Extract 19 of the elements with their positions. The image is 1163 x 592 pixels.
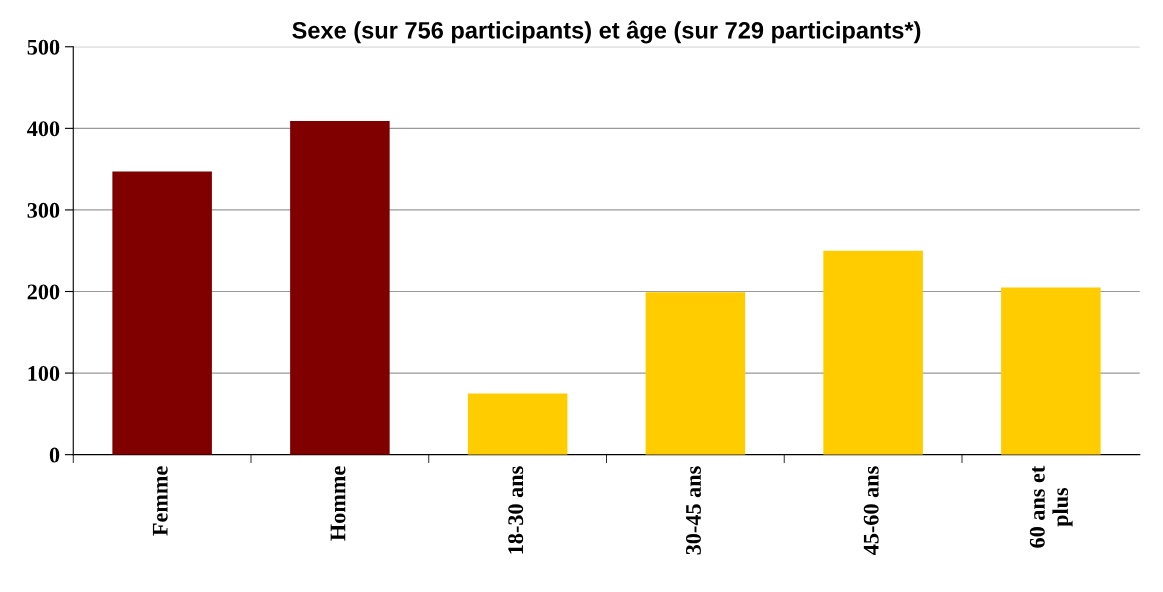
y-tick-label: 0	[49, 447, 60, 463]
x-tick-label: Femme	[152, 466, 168, 536]
y-tick-label: 200	[27, 284, 60, 300]
y-tick-label: 500	[27, 39, 60, 55]
x-tick-label: 45-60 ans	[863, 466, 879, 555]
y-tick-label: 300	[27, 202, 60, 218]
bar	[112, 171, 212, 455]
bar	[1001, 287, 1101, 455]
x-tick-label: 60 ans et plus	[1029, 465, 1073, 548]
bar	[645, 292, 746, 455]
bar	[290, 121, 390, 455]
y-tick-label: 100	[28, 366, 60, 382]
bar	[467, 393, 568, 455]
bar	[823, 250, 923, 455]
x-tick-label: Homme	[330, 466, 346, 541]
chart-title: Sexe (sur 756 participants) et âge (sur 729 participants*)	[292, 20, 921, 44]
x-tick-label: 18-30 ans	[508, 466, 524, 554]
x-tick-label: 30-45 ans	[685, 466, 701, 555]
y-tick-label: 400	[27, 121, 60, 137]
